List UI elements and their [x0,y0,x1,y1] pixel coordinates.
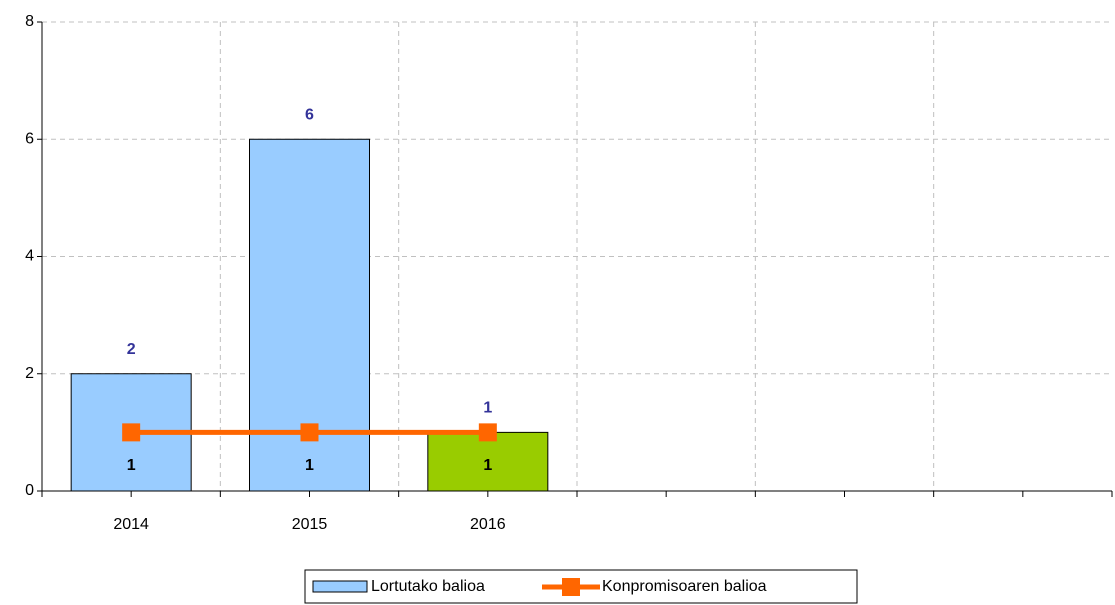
line-marker [300,423,319,442]
x-tick-label: 2014 [113,516,149,533]
line-value-label: 1 [483,457,492,474]
y-tick-label: 0 [25,482,34,499]
y-tick-label: 2 [25,365,34,382]
x-tick-label: 2016 [470,516,506,533]
legend: Lortutako balioa Konpromisoaren balioa [304,569,858,604]
y-tick-label: 4 [25,248,34,265]
y-tick-label: 6 [25,130,34,147]
legend-label: Konpromisoaren balioa [602,578,767,595]
legend-swatch [312,580,368,593]
y-tick-label: 8 [25,13,34,30]
line-marker [122,423,141,442]
bar-value-label: 1 [483,400,492,417]
legend-marker [562,578,580,596]
bar-value-label: 6 [305,106,314,123]
bar-value-label: 2 [127,341,136,358]
x-tick-label: 2015 [292,516,328,533]
line-value-label: 1 [305,457,314,474]
legend-label: Lortutako balioa [371,578,485,595]
line-value-label: 1 [127,457,136,474]
line-marker [478,423,497,442]
